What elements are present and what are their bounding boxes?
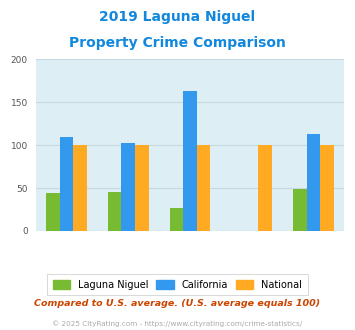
Bar [73, 145, 87, 231]
Bar [60, 137, 73, 231]
Text: 2019 Laguna Niguel: 2019 Laguna Niguel [99, 10, 256, 24]
Bar [121, 143, 135, 231]
Text: Property Crime Comparison: Property Crime Comparison [69, 36, 286, 50]
Text: © 2025 CityRating.com - https://www.cityrating.com/crime-statistics/: © 2025 CityRating.com - https://www.city… [53, 320, 302, 327]
Text: Compared to U.S. average. (U.S. average equals 100): Compared to U.S. average. (U.S. average … [34, 299, 321, 308]
Bar [135, 145, 148, 231]
Bar [46, 193, 60, 231]
Bar [258, 145, 272, 231]
Bar [320, 145, 334, 231]
Bar [170, 208, 183, 231]
Bar [108, 191, 121, 231]
Bar [183, 91, 197, 231]
Bar [307, 134, 320, 231]
Bar [197, 145, 210, 231]
Legend: Laguna Niguel, California, National: Laguna Niguel, California, National [47, 274, 308, 295]
Bar [293, 189, 307, 231]
